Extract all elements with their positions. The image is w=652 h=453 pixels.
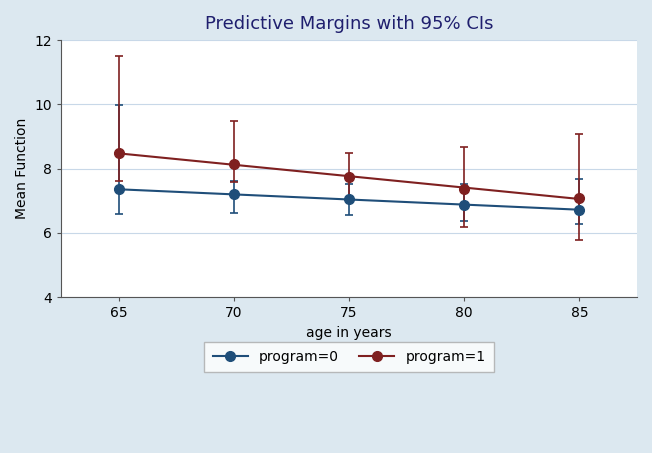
Legend: program=0, program=1: program=0, program=1	[205, 342, 494, 372]
Y-axis label: Mean Function: Mean Function	[15, 118, 29, 219]
Title: Predictive Margins with 95% CIs: Predictive Margins with 95% CIs	[205, 15, 494, 33]
X-axis label: age in years: age in years	[306, 326, 392, 340]
